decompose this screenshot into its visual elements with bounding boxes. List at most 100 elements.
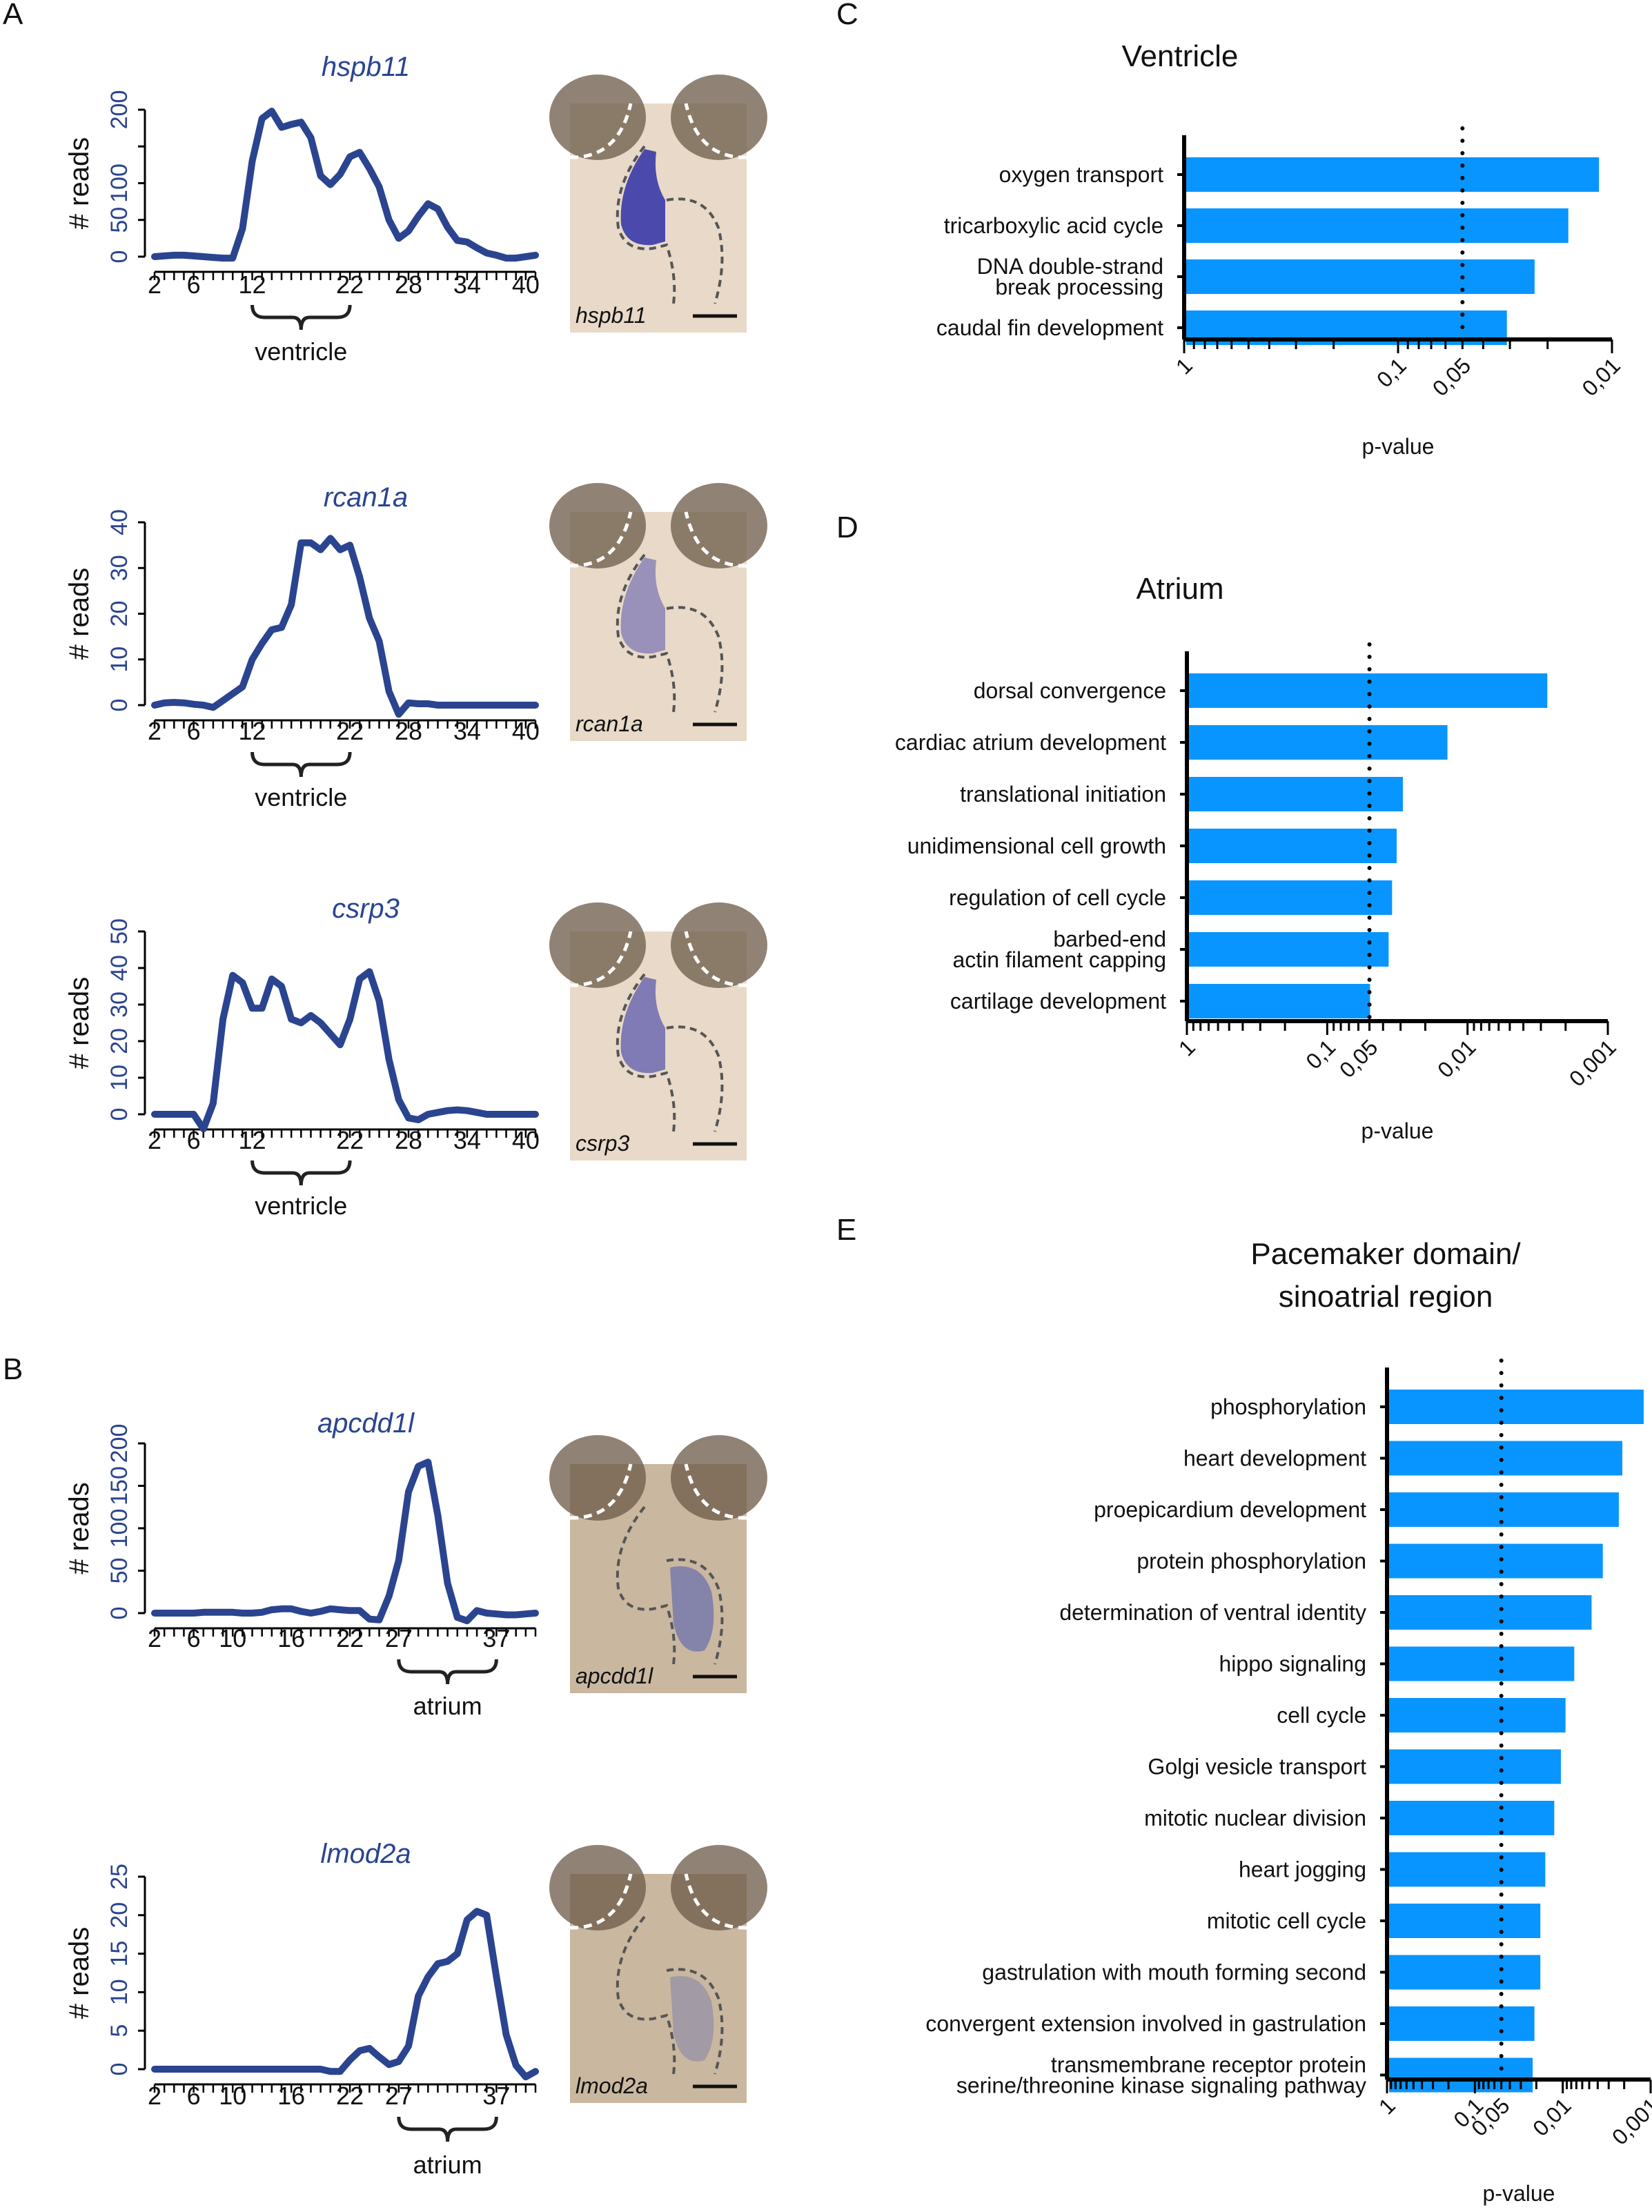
chart-title: Atrium	[1136, 572, 1223, 606]
category-label: gastrulation with mouth forming second	[982, 1960, 1366, 1985]
x-tick-label: 10	[219, 1624, 246, 1652]
eye-left	[549, 1435, 646, 1521]
bar	[1186, 157, 1600, 192]
category-label: cardiac atrium development	[895, 730, 1166, 755]
x-tick-label: 0,1	[1372, 353, 1411, 392]
line-chart-lmod2a: lmod2a 0 5 10 15 20 25 # reads 2 6 10 16 22 27 37 atriu…	[64, 1839, 539, 2179]
category-label: unidimensional cell growth	[907, 833, 1166, 858]
y-tick-label: 15	[106, 1941, 132, 1967]
y-tick-label: 100	[106, 1509, 132, 1548]
y-tick-label: 50	[106, 918, 132, 945]
chart-title: rcan1a	[324, 482, 408, 513]
category-label: tricarboxylic acid cycle	[944, 213, 1163, 238]
region-label: atrium	[413, 2151, 482, 2179]
x-tick-label: 34	[453, 1126, 481, 1154]
eye-right	[671, 1845, 767, 1930]
bar	[1389, 1698, 1566, 1732]
y-tick-label: 10	[106, 646, 132, 673]
chart-title: hspb11	[322, 52, 410, 82]
eye-left	[549, 902, 646, 988]
expression-stain	[620, 977, 665, 1074]
category-label: convergent extension involved in gastrul…	[925, 2011, 1366, 2036]
category-label: oxygen transport	[999, 162, 1163, 187]
bar	[1189, 725, 1448, 760]
region-label: atrium	[413, 1692, 482, 1720]
eye-right	[671, 75, 767, 160]
y-tick-label: 40	[106, 509, 132, 535]
y-tick-label: 10	[106, 1065, 132, 1091]
bar	[1389, 1801, 1555, 1835]
micrograph-gene-label: hspb11	[576, 303, 647, 328]
bar	[1189, 673, 1548, 708]
category-label: transmembrane receptor protein	[1051, 2053, 1366, 2077]
ventricle-outline	[616, 553, 676, 713]
x-tick-label: 12	[239, 270, 266, 299]
x-tick-label: 16	[277, 1624, 305, 1652]
y-tick-label: 40	[106, 955, 132, 981]
x-axis-label: p-value	[1362, 434, 1435, 459]
category-label: regulation of cell cycle	[949, 885, 1166, 910]
bar	[1389, 1390, 1644, 1424]
y-tick-label: 50	[106, 1558, 132, 1584]
category-label: heart development	[1183, 1446, 1366, 1471]
y-tick-label: 25	[106, 1864, 132, 1890]
bar	[1389, 1492, 1619, 1527]
bar	[1389, 2057, 1533, 2093]
category-label: cell cycle	[1277, 1703, 1366, 1728]
x-tick-label: 0,001	[1607, 2093, 1652, 2149]
x-tick-label: 28	[395, 1126, 422, 1154]
line-chart-apcdd1l: apcdd1l 0 50 100 150 200 # reads 2 6 10 16 22 27 37 at…	[64, 1408, 539, 1720]
x-tick-label: 2	[148, 717, 161, 745]
y-tick-label: 10	[106, 1979, 132, 2005]
bar	[1389, 1646, 1575, 1681]
x-tick-label: 1	[1374, 2093, 1400, 2119]
x-tick-label: 2	[148, 270, 161, 299]
y-tick-label: 100	[106, 164, 132, 203]
x-tick-label: 40	[512, 717, 540, 745]
expression-stain	[670, 1566, 714, 1652]
region-brace	[250, 751, 352, 778]
y-axis-label: # reads	[64, 1482, 95, 1574]
x-tick-label: 34	[453, 270, 481, 299]
eye-outline-left	[569, 103, 633, 159]
x-tick-label: 12	[239, 1126, 266, 1154]
atrium-outline	[666, 1558, 724, 1665]
ventricle-outline	[616, 1505, 676, 1665]
eye-outline-left	[569, 511, 633, 568]
region-label: ventricle	[255, 337, 347, 366]
category-label: actin filament capping	[952, 947, 1166, 972]
micrograph-rcan1a: rcan1a	[549, 483, 767, 741]
y-tick-label: 200	[106, 1424, 132, 1463]
x-tick-label: 0,01	[1433, 1034, 1480, 1082]
category-label: translational initiation	[960, 782, 1166, 807]
x-tick-label: 27	[385, 1624, 413, 1652]
x-tick-label: 22	[336, 1126, 364, 1154]
eye-right	[671, 483, 767, 569]
x-tick-label: 6	[187, 2082, 201, 2110]
x-tick-label: 6	[187, 1126, 201, 1154]
panel-letter-e: E	[836, 1213, 857, 1247]
x-axis-label: p-value	[1361, 1118, 1434, 1143]
x-tick-label: 22	[336, 717, 364, 745]
x-tick-label: 0,01	[1528, 2093, 1575, 2140]
category-label: protein phosphorylation	[1137, 1549, 1366, 1574]
x-tick-label: 0,05	[1428, 353, 1475, 400]
atrium-outline	[666, 606, 724, 713]
series-line-hspb11	[151, 108, 539, 262]
line-chart-rcan1a: rcan1a 0 10 20 30 40 # reads 2 6 12 22 28 34 40 ventri…	[64, 482, 540, 811]
bar	[1189, 829, 1397, 863]
bar	[1389, 1441, 1622, 1476]
x-axis-label: p-value	[1483, 2181, 1555, 2206]
eye-left	[549, 75, 646, 160]
expression-stain	[670, 1976, 714, 2062]
bar	[1389, 1904, 1541, 1938]
y-axis-label: # reads	[64, 977, 95, 1069]
x-tick-label: 6	[187, 1624, 201, 1652]
x-tick-label: 2	[148, 1624, 161, 1652]
x-tick-label: 27	[385, 2082, 413, 2110]
region-label: ventricle	[255, 783, 347, 811]
chart-title: apcdd1l	[317, 1408, 415, 1439]
y-tick-label: 50	[106, 207, 132, 233]
micrograph-apcdd1l: apcdd1l	[549, 1435, 767, 1693]
bar-chart-atrium-go: Atrium dorsal convergence cardiac atrium d…	[895, 572, 1621, 1143]
